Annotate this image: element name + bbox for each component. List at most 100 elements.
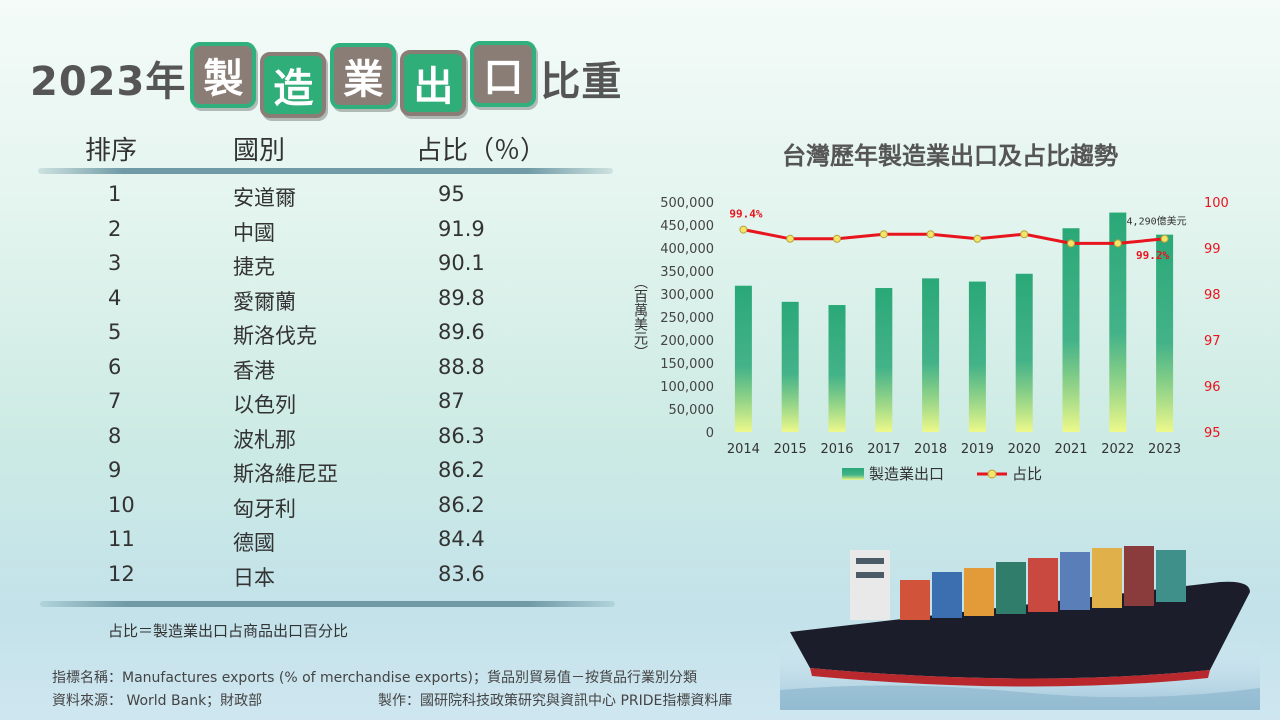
share-cell: 88.8	[438, 354, 485, 379]
share-point	[1160, 234, 1169, 243]
header-divider	[38, 168, 613, 174]
bar	[1109, 212, 1127, 432]
y-left-axis-label: （百萬美元）	[632, 275, 648, 359]
share-point	[786, 234, 795, 243]
annotation-last-share: 99.2%	[1136, 249, 1169, 262]
y-left-tick-label: 0	[706, 426, 714, 441]
share-cell: 90.1	[438, 251, 485, 275]
y-left-tick-label: 200,000	[660, 334, 714, 349]
table-row: 9 斯洛維尼亞 86.2	[40, 456, 615, 491]
share-cell: 86.2	[438, 458, 485, 482]
share-point	[973, 234, 982, 243]
share-cell: 91.9	[438, 216, 485, 241]
country-cell: 香港	[233, 358, 275, 383]
x-tick-label: 2015	[774, 442, 807, 457]
bar	[968, 281, 986, 432]
x-tick-label: 2014	[727, 442, 760, 457]
title-tile: 口	[470, 41, 537, 107]
share-point	[1067, 239, 1075, 248]
table-row: 4 愛爾蘭 89.8	[40, 284, 615, 319]
y-right-tick-label: 99	[1204, 242, 1221, 257]
table-row: 10 匈牙利 86.2	[40, 491, 615, 526]
bar	[1062, 228, 1080, 432]
x-tick-label: 2018	[914, 442, 947, 457]
rank-cell: 4	[108, 285, 122, 310]
rank-cell: 2	[108, 216, 122, 241]
source-note: 資料來源： World Bank；財政部	[52, 693, 263, 709]
y-right-tick-label: 98	[1204, 288, 1221, 303]
country-cell: 以色列	[233, 393, 296, 417]
header-country: 國別	[233, 136, 286, 166]
chart-title: 台灣歷年製造業出口及占比趨勢	[782, 142, 1118, 170]
bar	[922, 278, 940, 432]
share-cell: 89.6	[438, 320, 485, 344]
share-cell: 83.6	[438, 561, 485, 586]
share-point	[879, 230, 888, 239]
rank-cell: 8	[108, 423, 122, 448]
country-cell: 中國	[233, 220, 275, 245]
table-row: 8 波札那 86.3	[40, 422, 615, 457]
table-bottom-divider	[40, 601, 615, 607]
rank-cell: 11	[108, 527, 135, 551]
rank-cell: 3	[108, 251, 122, 275]
country-cell: 捷克	[233, 255, 275, 279]
legend-line-label: 占比	[1012, 465, 1042, 483]
title-prefix: 2023年	[30, 59, 187, 105]
bar	[781, 301, 799, 432]
legend-bar-label: 製造業出口	[869, 465, 944, 483]
title-suffix: 比重	[540, 59, 623, 105]
share-cell: 86.3	[438, 423, 485, 448]
y-left-tick-label: 400,000	[660, 242, 714, 257]
rank-cell: 6	[108, 354, 122, 379]
y-left-tick-label: 150,000	[660, 357, 714, 372]
bar	[1015, 273, 1033, 432]
share-cell: 87	[438, 389, 465, 413]
cargo-ship-illustration	[780, 546, 1260, 710]
share-point	[739, 225, 748, 234]
x-tick-label: 2020	[1008, 442, 1041, 457]
legend-line-marker	[987, 469, 997, 479]
rank-cell: 1	[108, 182, 122, 206]
footnote: 占比＝製造業出口占商品出口百分比	[108, 622, 349, 640]
bar	[875, 288, 893, 432]
share-cell: 84.4	[438, 527, 485, 551]
table-row: 6 香港 88.8	[40, 353, 615, 388]
ranking-table: 1 安道爾 95 2 中國 91.9 3 捷克 90.1 4 愛爾蘭 89.8 5 斯洛伐克 89.…	[40, 180, 615, 594]
y-left-tick-label: 100,000	[660, 380, 714, 395]
bar	[828, 305, 846, 432]
country-cell: 日本	[233, 565, 275, 590]
y-left-tick-label: 350,000	[660, 265, 714, 280]
share-cell: 89.8	[438, 285, 485, 310]
title-tile: 業	[330, 43, 397, 109]
y-right-tick-label: 100	[1204, 196, 1229, 211]
annotation-first-share: 99.4%	[729, 208, 762, 221]
country-cell: 波札那	[233, 427, 296, 452]
share-cell: 95	[438, 182, 465, 206]
rank-cell: 10	[108, 492, 135, 517]
country-cell: 安道爾	[233, 186, 296, 210]
title-tile: 出	[400, 50, 467, 116]
table-row: 1 安道爾 95	[40, 180, 615, 215]
country-cell: 斯洛伐克	[233, 324, 317, 348]
legend-bar-swatch	[842, 468, 864, 480]
share-line	[743, 228, 1165, 245]
y-right-tick-label: 96	[1204, 380, 1221, 395]
country-cell: 匈牙利	[233, 496, 296, 521]
title-tile: 製	[190, 42, 257, 108]
y-right-tick-label: 95	[1204, 426, 1221, 441]
share-point	[1020, 230, 1029, 239]
table-row: 2 中國 91.9	[40, 215, 615, 250]
y-left-tick-label: 500,000	[660, 196, 714, 211]
x-tick-label: 2019	[961, 442, 994, 457]
y-left-tick-label: 50,000	[669, 403, 715, 418]
bar	[734, 285, 752, 432]
producer-note: 製作：國研院科技政策研究與資訊中心 PRIDE指標資料庫	[378, 693, 733, 709]
x-tick-label: 2021	[1054, 442, 1087, 457]
table-row: 11 德國 84.4	[40, 525, 615, 560]
table-header: 排序 國別 占比（％）	[40, 130, 615, 170]
share-cell: 86.2	[438, 492, 485, 517]
share-point	[1113, 239, 1122, 248]
x-tick-label: 2023	[1148, 442, 1181, 457]
country-cell: 斯洛維尼亞	[233, 462, 338, 486]
table-row: 3 捷克 90.1	[40, 249, 615, 284]
